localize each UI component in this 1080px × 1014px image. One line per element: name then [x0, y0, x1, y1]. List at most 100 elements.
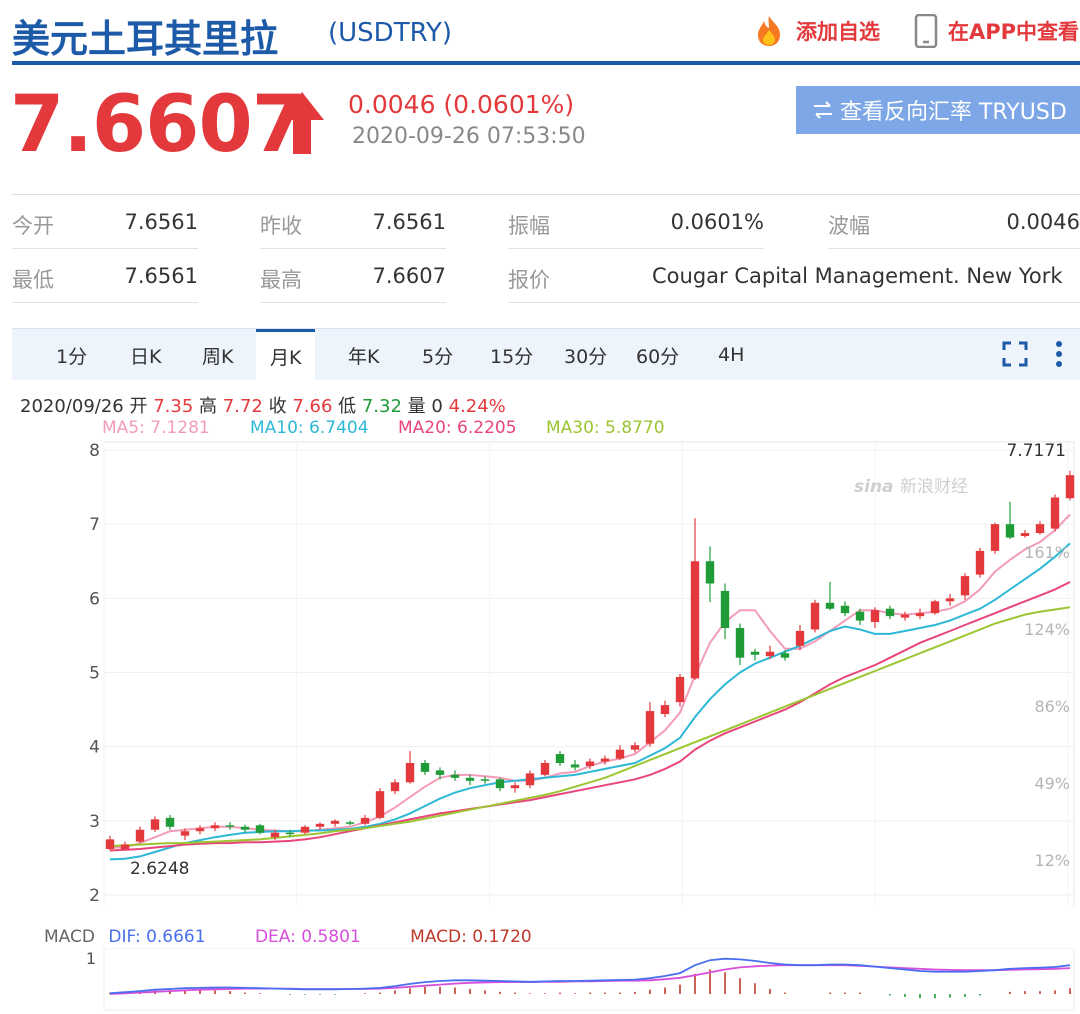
sina-watermark: sina	[854, 477, 894, 497]
flame-icon	[758, 16, 780, 46]
x-tick-label: 2017/4	[461, 905, 517, 906]
bar-close-label: 收	[268, 396, 287, 417]
candle	[810, 599, 820, 633]
quoter-value: Cougar Capital Management. New York	[652, 264, 1063, 288]
dif-line	[109, 957, 1071, 995]
bar-low: 7.32	[361, 396, 402, 417]
symbol-code: (USDTRY)	[328, 18, 453, 48]
candle-body	[360, 817, 370, 824]
reverse-rate-button[interactable]: 查看反向汇率 TRYUSD	[796, 86, 1080, 134]
candle-body	[600, 758, 610, 762]
bar-info: 2020/09/26 开 7.35 高 7.72 收 7.66 低 7.32 量…	[20, 392, 506, 418]
pct-tick-label: 124%	[1024, 620, 1070, 639]
range-value: 0.0046	[1006, 210, 1080, 234]
candle	[165, 814, 175, 830]
y-tick-label: 7	[89, 515, 100, 535]
high-value: 7.6607	[372, 264, 446, 288]
candle	[195, 825, 205, 835]
y-tick-label: 5	[89, 664, 100, 684]
tab-60min[interactable]: 60分	[636, 345, 680, 368]
dif-legend: DIF: 0.6661	[108, 927, 206, 947]
candle	[420, 760, 430, 775]
tab-weekly[interactable]: 周K	[202, 345, 234, 368]
candle	[930, 599, 940, 615]
candle-body	[630, 745, 640, 750]
candle-body	[450, 774, 460, 778]
y-tick-label: 2	[89, 886, 100, 906]
open-in-app-label: 在APP中查看	[948, 20, 1080, 44]
more-icon[interactable]	[1054, 339, 1064, 369]
candle-body	[240, 826, 250, 830]
candle	[480, 776, 490, 784]
quote-divider	[12, 194, 1080, 195]
candle	[555, 751, 565, 766]
ma10-line	[109, 542, 1071, 861]
candle-body	[465, 777, 475, 781]
candlestick-chart[interactable]: 8765432161%124%86%49%12%-25%2015/6/30201…	[0, 436, 1080, 906]
macd-frame	[103, 948, 1075, 1011]
dea-legend: DEA: 0.5801	[254, 927, 361, 947]
candle	[150, 816, 160, 832]
low-label: 最低	[12, 268, 54, 292]
candle-body	[330, 820, 340, 824]
min-price-label: 2.6248	[130, 859, 189, 879]
stat-rule	[508, 248, 764, 249]
bar-vol: 0	[431, 396, 443, 417]
swap-icon	[814, 101, 832, 119]
candle	[720, 583, 730, 640]
tab-30min[interactable]: 30分	[564, 345, 608, 368]
fullscreen-icon[interactable]	[1002, 341, 1028, 367]
candle-body	[690, 561, 700, 679]
y-tick-label: 6	[89, 589, 100, 609]
phone-icon	[914, 14, 938, 48]
bar-high: 7.72	[222, 396, 263, 417]
bar-open-label: 开	[129, 396, 148, 417]
pct-tick-label: 12%	[1034, 851, 1070, 870]
candle	[540, 760, 550, 777]
y-tick-label: 3	[89, 812, 100, 832]
candle-body	[540, 762, 550, 775]
tab-1min[interactable]: 1分	[56, 345, 88, 368]
candle-body	[135, 829, 145, 842]
price-change: 0.0046 (0.0601%)	[348, 90, 575, 119]
amplitude-value: 0.0601%	[670, 210, 764, 234]
candle-body	[420, 762, 430, 772]
stat-rule	[828, 248, 1080, 249]
candle-body	[705, 561, 715, 584]
candle-body	[1035, 524, 1045, 534]
pct-tick-label: 86%	[1034, 697, 1070, 716]
candle	[495, 777, 505, 792]
tab-15min[interactable]: 15分	[490, 345, 534, 368]
tab-yearly[interactable]: 年K	[348, 345, 380, 368]
ma20-line	[109, 581, 1071, 852]
candle-body	[255, 825, 265, 833]
max-price-label: 7.7171	[1007, 441, 1066, 461]
tab-5min[interactable]: 5分	[422, 345, 454, 368]
bar-vol-label: 量	[407, 396, 426, 417]
candle-body	[525, 773, 535, 786]
candle	[225, 822, 235, 830]
candle	[300, 825, 310, 835]
candle	[630, 742, 640, 753]
add-watchlist-label: 添加自选	[796, 20, 880, 44]
candle-body	[165, 817, 175, 827]
candle	[675, 673, 685, 707]
candle-body	[825, 602, 835, 609]
tab-daily[interactable]: 日K	[130, 345, 162, 368]
candle	[450, 770, 460, 781]
candle-body	[285, 832, 295, 835]
tab-4h[interactable]: 4H	[718, 344, 745, 366]
reverse-rate-label: 查看反向汇率 TRYUSD	[840, 100, 1067, 125]
candle	[765, 645, 775, 660]
x-tick-label: 2019/2	[847, 905, 903, 906]
candle-body	[885, 608, 895, 617]
pct-tick-label: 161%	[1024, 543, 1070, 562]
candle	[615, 745, 625, 761]
tab-monthly[interactable]: 月K	[256, 329, 316, 381]
add-watchlist-button[interactable]: 添加自选	[752, 14, 880, 48]
candle-body	[300, 826, 310, 833]
open-in-app-button[interactable]: 在APP中查看	[914, 14, 1079, 48]
candle-body	[915, 613, 925, 617]
amplitude-label: 振幅	[508, 214, 550, 238]
candle	[1005, 501, 1015, 539]
